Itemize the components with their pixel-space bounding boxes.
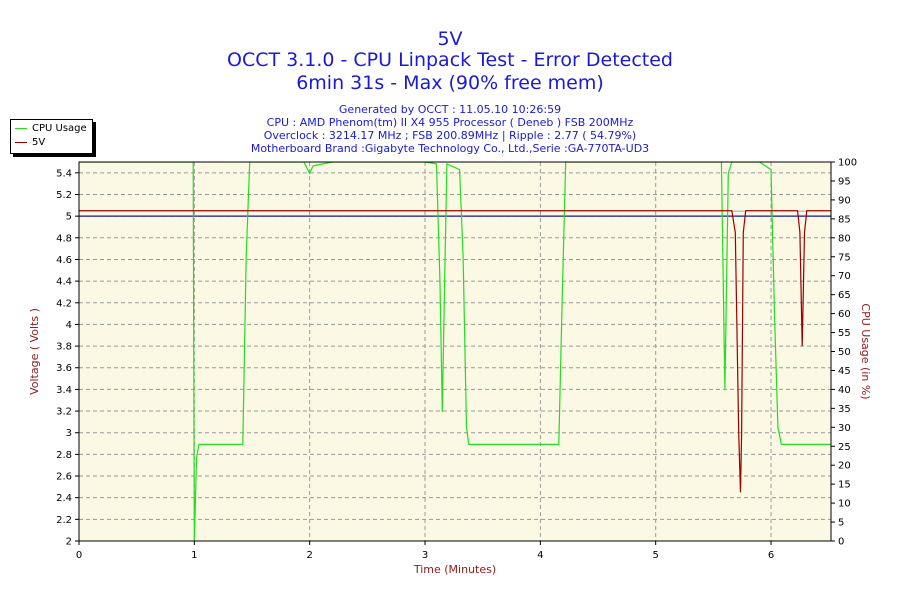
y2-tick-label: 0 [838,537,844,548]
info-line-overclock: Overclock : 3214.17 MHz ; FSB 200.89MHz … [263,129,637,142]
chart-subtitle: OCCT 3.1.0 - CPU Linpack Test - Error De… [227,49,673,71]
y-tick-label: 5.2 [56,190,72,201]
y2-tick-label: 60 [838,309,851,320]
y-tick-label: 2.8 [56,450,72,461]
info-line-motherboard: Motherboard Brand :Gigabyte Technology C… [250,142,650,155]
y-tick-label: 3.6 [56,363,72,374]
y2-tick-label: 40 [838,385,851,396]
y-tick-label: 3.8 [56,342,72,353]
y2-tick-label: 30 [838,423,851,434]
legend-label-5v: 5V [32,137,46,148]
y-tick-label: 4.6 [56,255,72,266]
y-tick-label: 4.8 [56,233,72,244]
series-line-cpu-usage [79,162,831,541]
info-line-cpu: CPU : AMD Phenom(tm) II X4 955 Processor… [266,116,634,129]
y2-tick-label: 95 [838,176,851,187]
y2-tick-label: 10 [838,499,851,510]
chart-title: 5V [437,28,463,50]
y2-tick-label: 50 [838,347,851,358]
y-tick-label: 4.2 [56,298,72,309]
y-tick-label: 3.4 [56,385,72,396]
series-line-5v [79,210,831,493]
legend-swatch-5v [15,141,27,143]
chart-subtitle-2: 6min 31s - Max (90% free mem) [296,72,604,94]
y2-tick-label: 100 [838,158,857,169]
legend-item-cpu-usage: CPU Usage [15,123,87,135]
x-tick-label: 2 [306,550,312,561]
legend-label-cpu-usage: CPU Usage [32,123,87,134]
y-tick-label: 5.4 [56,168,72,179]
x-tick-label: 6 [768,550,774,561]
x-tick-label: 4 [537,550,543,561]
y2-tick-label: 5 [838,518,844,529]
info-line-generated: Generated by OCCT : 11.05.10 10:26:59 [338,103,562,116]
y2-tick-label: 45 [838,366,851,377]
legend-swatch-cpu-usage [15,127,27,129]
chart-legend: CPU Usage 5V [10,119,93,154]
y2-tick-label: 15 [838,480,851,491]
y2-tick-label: 35 [838,404,851,415]
x-tick-label: 3 [422,550,428,561]
plot-frame [78,161,832,542]
y2-tick-label: 20 [838,461,851,472]
y-tick-label: 2.4 [56,493,72,504]
y2-tick-label: 75 [838,252,851,263]
y2-axis-label: CPU Usage (in %) [859,303,872,399]
y-axis-label: Voltage ( Volts ) [28,308,41,395]
y-tick-label: 3.2 [56,407,72,418]
y-tick-label: 3 [66,428,72,439]
x-tick-label: 5 [652,550,658,561]
y2-tick-label: 70 [838,271,851,282]
y-tick-label: 2 [66,537,72,548]
y2-tick-label: 90 [838,195,851,206]
y-tick-label: 4.4 [56,277,72,288]
y2-tick-label: 65 [838,290,851,301]
y-tick-label: 2.2 [56,515,72,526]
plot-area [79,162,831,541]
y-tick-label: 2.6 [56,472,72,483]
x-axis-label: Time (Minutes) [413,563,496,576]
y-tick-label: 4 [66,320,72,331]
x-tick-label: 0 [76,550,82,561]
y2-tick-label: 85 [838,214,851,225]
legend-item-5v: 5V [15,137,45,149]
x-tick-label: 1 [191,550,197,561]
y-tick-label: 5 [66,212,72,223]
y2-tick-label: 55 [838,328,851,339]
y2-tick-label: 25 [838,442,851,453]
y2-tick-label: 80 [838,233,851,244]
